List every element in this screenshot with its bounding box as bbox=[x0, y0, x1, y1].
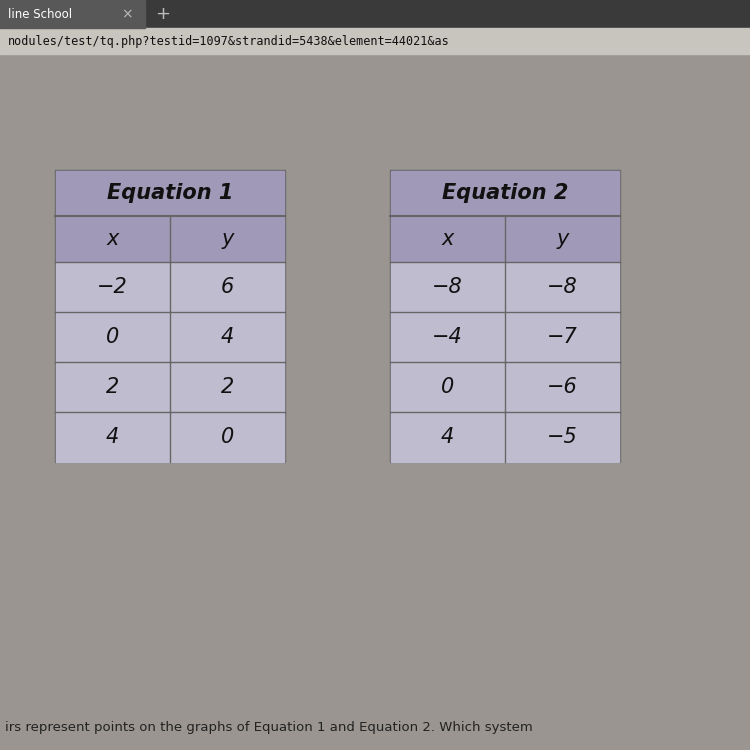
Bar bbox=[55, 170, 285, 462]
Text: x: x bbox=[106, 229, 118, 249]
Bar bbox=[391, 171, 619, 216]
Bar bbox=[0, 28, 750, 54]
Bar bbox=[391, 313, 619, 362]
Text: 2: 2 bbox=[106, 377, 119, 397]
Text: −7: −7 bbox=[547, 327, 578, 347]
Bar bbox=[390, 170, 620, 462]
Text: y: y bbox=[221, 229, 234, 249]
Bar bbox=[56, 217, 284, 262]
Text: 0: 0 bbox=[441, 377, 454, 397]
Bar bbox=[0, 0, 750, 28]
Text: −8: −8 bbox=[547, 277, 578, 297]
Text: +: + bbox=[155, 5, 170, 23]
Text: 4: 4 bbox=[441, 427, 454, 447]
Bar bbox=[391, 413, 619, 462]
Text: ×: × bbox=[122, 7, 133, 21]
Bar bbox=[56, 171, 284, 216]
Text: 4: 4 bbox=[106, 427, 119, 447]
Text: 0: 0 bbox=[220, 427, 234, 447]
Bar bbox=[0, 0, 145, 28]
Text: 6: 6 bbox=[220, 277, 234, 297]
Bar bbox=[56, 363, 284, 412]
Text: 0: 0 bbox=[106, 327, 119, 347]
Bar bbox=[56, 263, 284, 312]
Text: 4: 4 bbox=[220, 327, 234, 347]
Text: −5: −5 bbox=[547, 427, 578, 447]
Bar bbox=[391, 363, 619, 412]
Text: Equation 1: Equation 1 bbox=[106, 183, 233, 203]
Text: Equation 2: Equation 2 bbox=[442, 183, 568, 203]
Text: −2: −2 bbox=[98, 277, 128, 297]
Text: −8: −8 bbox=[432, 277, 463, 297]
Bar bbox=[391, 217, 619, 262]
Text: −6: −6 bbox=[547, 377, 578, 397]
Text: x: x bbox=[441, 229, 454, 249]
Bar bbox=[391, 263, 619, 312]
Text: irs represent points on the graphs of Equation 1 and Equation 2. Which system: irs represent points on the graphs of Eq… bbox=[5, 722, 532, 734]
Text: 2: 2 bbox=[220, 377, 234, 397]
Text: line School: line School bbox=[8, 8, 72, 20]
Text: −4: −4 bbox=[432, 327, 463, 347]
Text: y: y bbox=[556, 229, 568, 249]
Text: nodules/test/tq.php?testid=1097&strandid=5438&element=44021&as: nodules/test/tq.php?testid=1097&strandid… bbox=[8, 34, 450, 47]
Bar bbox=[56, 313, 284, 362]
Bar bbox=[56, 413, 284, 462]
